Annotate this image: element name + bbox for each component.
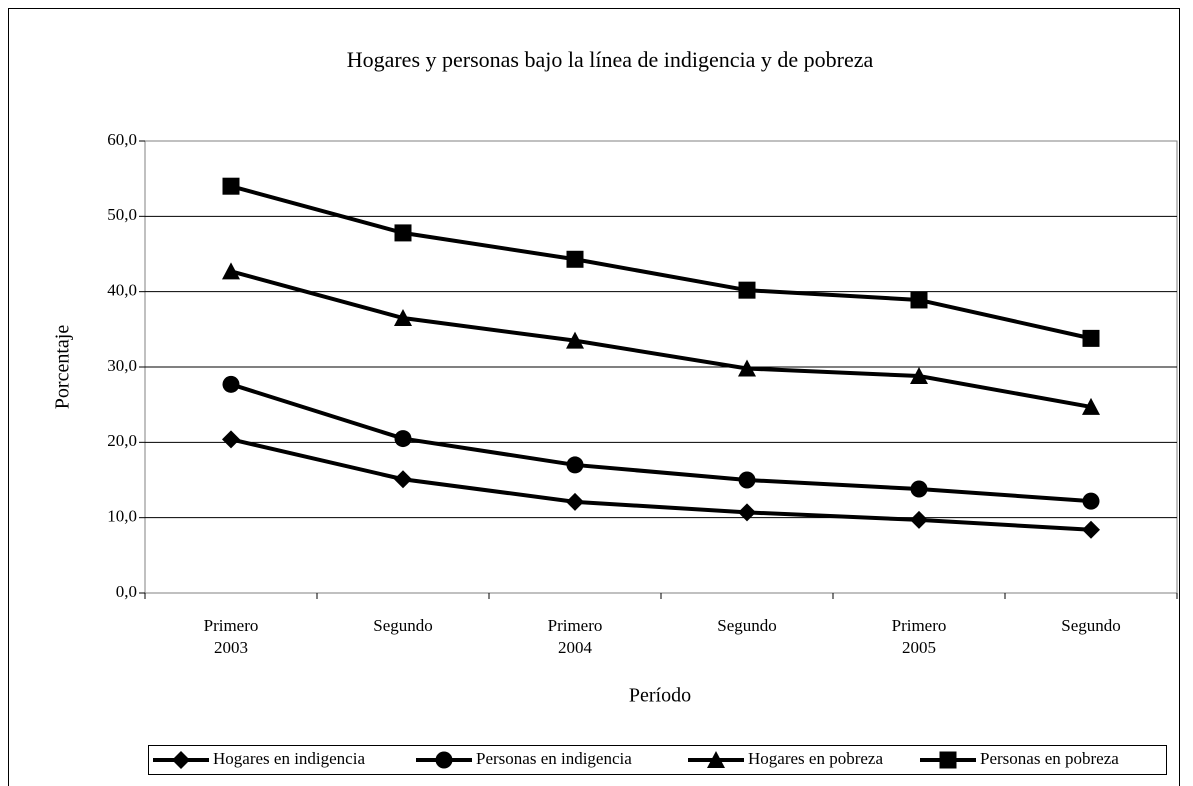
- marker: [1082, 397, 1100, 415]
- series-line: [230, 437, 1092, 532]
- legend-marker: [172, 751, 190, 769]
- y-tick-label: 20,0: [107, 431, 137, 450]
- x-tick-label: Primero 2005: [891, 616, 947, 657]
- marker: [566, 250, 584, 268]
- marker: [738, 471, 756, 489]
- marker: [394, 430, 412, 448]
- marker: [910, 510, 928, 529]
- marker: [738, 281, 756, 299]
- marker: [222, 430, 240, 449]
- marker: [1082, 492, 1100, 510]
- marker: [394, 224, 412, 242]
- legend-label: Personas en pobreza: [980, 749, 1119, 768]
- marker: [566, 331, 584, 349]
- marker: [222, 375, 240, 393]
- chart-border: [8, 8, 1180, 786]
- y-tick-label: 30,0: [107, 356, 137, 375]
- y-tick-label: 40,0: [107, 281, 137, 300]
- marker: [1082, 329, 1100, 347]
- legend-label: Hogares en pobreza: [748, 749, 883, 768]
- marker: [910, 367, 928, 385]
- legend: [148, 745, 1167, 775]
- marker: [738, 503, 756, 522]
- marker: [738, 359, 756, 377]
- marker: [394, 470, 412, 489]
- y-tick-label: 0,0: [116, 582, 137, 601]
- marker: [1082, 520, 1100, 539]
- chart-title: Hogares y personas bajo la línea de indi…: [347, 47, 874, 72]
- marker: [566, 492, 584, 511]
- y-tick-label: 10,0: [107, 507, 137, 526]
- x-tick-label: Segundo: [1061, 616, 1121, 635]
- y-axis-label: Porcentaje: [52, 325, 74, 410]
- x-axis-label: Período: [629, 685, 691, 707]
- y-tick-label: 60,0: [107, 130, 137, 149]
- x-tick-label: Primero 2004: [547, 616, 603, 657]
- marker: [566, 456, 584, 474]
- legend-marker: [939, 751, 957, 769]
- legend-marker: [435, 751, 453, 769]
- marker: [222, 177, 240, 195]
- series-line: [230, 269, 1092, 409]
- legend-marker: [707, 751, 725, 768]
- marker: [910, 291, 928, 309]
- series-line: [230, 184, 1092, 341]
- marker: [222, 262, 240, 280]
- legend-label: Personas en indigencia: [476, 749, 632, 768]
- legend-label: Hogares en indigencia: [213, 749, 365, 768]
- series-line: [230, 382, 1092, 504]
- y-tick-label: 50,0: [107, 205, 137, 224]
- x-tick-label: Segundo: [717, 616, 777, 635]
- x-tick-label: Primero 2003: [203, 616, 259, 657]
- marker: [394, 309, 412, 327]
- x-tick-label: Segundo: [373, 616, 433, 635]
- marker: [910, 480, 928, 498]
